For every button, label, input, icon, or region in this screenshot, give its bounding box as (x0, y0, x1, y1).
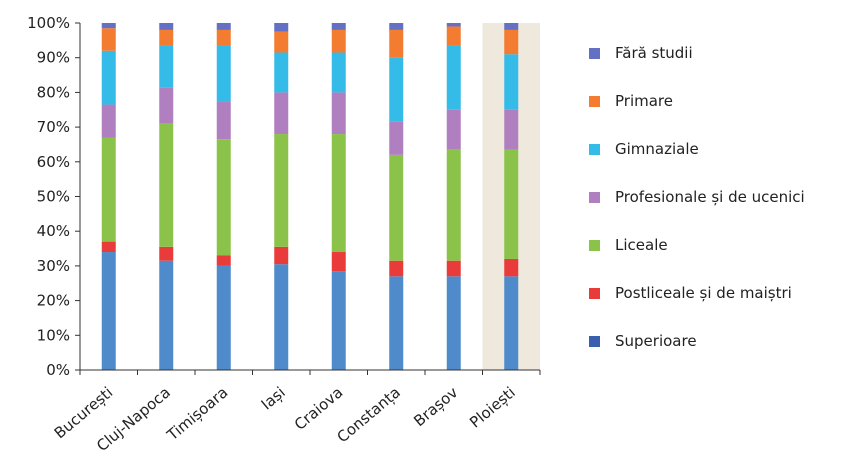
bar-segment (216, 45, 231, 102)
legend-swatch (589, 144, 600, 155)
bar-segment (101, 252, 116, 370)
bar-segment (446, 26, 461, 46)
bar-segment (216, 265, 231, 370)
bar-segment (331, 29, 346, 53)
bar-segment (159, 246, 174, 261)
x-tick-label: Ploiești (466, 383, 519, 431)
bar-segment (101, 23, 116, 29)
bar-segment (446, 23, 461, 27)
legend-label: Liceale (615, 236, 668, 254)
bar-segment (274, 92, 289, 135)
bar-segment (331, 134, 346, 253)
y-tick-label: 60% (37, 153, 70, 171)
legend-label: Gimnaziale (615, 140, 699, 158)
legend-swatch (589, 336, 600, 347)
y-tick-label: 30% (37, 257, 70, 275)
y-tick-label: 10% (37, 326, 70, 344)
bar-segment (101, 137, 116, 242)
bar-segment (101, 28, 116, 51)
bar-segment (504, 54, 519, 110)
bar-segment (446, 276, 461, 370)
x-tick-label: Brașov (410, 383, 461, 430)
y-tick-label: 50% (37, 188, 70, 206)
bar-segment (331, 271, 346, 370)
bar-segment (504, 276, 519, 370)
bar-segment (504, 258, 519, 277)
bar-segment (274, 52, 289, 93)
bar-segment (216, 23, 231, 30)
bar-segment (504, 109, 519, 150)
y-tick-label: 40% (37, 222, 70, 240)
bar-segment (331, 252, 346, 272)
y-tick-label: 90% (37, 49, 70, 67)
bar-segment (274, 134, 289, 247)
legend-label: Postliceale și de maiștri (615, 284, 792, 302)
bar-segment (274, 23, 289, 32)
bar-segment (389, 260, 404, 277)
legend-label: Superioare (615, 332, 697, 350)
bar-segment (389, 121, 404, 155)
bar-segment (504, 149, 519, 259)
bar-segment (504, 29, 519, 55)
legend-swatch (589, 192, 600, 203)
legend: Fără studii Primare Gimnaziale Profesionale… (589, 44, 805, 350)
legend-label: Primare (615, 92, 673, 110)
legend-swatch (589, 240, 600, 251)
bar-segment (159, 45, 174, 88)
bar-segment (331, 92, 346, 135)
bar-segment (101, 241, 116, 253)
bar-segment (446, 45, 461, 110)
bar-segment (216, 101, 231, 140)
y-tick-label: 100% (27, 14, 70, 32)
bar-segment (216, 255, 231, 266)
bar-segment (389, 57, 404, 122)
bar-segment (159, 23, 174, 30)
bar-segment (159, 87, 174, 124)
y-tick-label: 20% (37, 292, 70, 310)
x-tick-label: Iași (258, 383, 289, 413)
bars (101, 23, 519, 370)
bar-segment (274, 246, 289, 265)
bar-segment (446, 260, 461, 277)
bar-segment (159, 260, 174, 370)
bar-segment (446, 109, 461, 150)
legend-swatch (589, 48, 600, 59)
x-tick-label: Constanța (334, 383, 404, 446)
x-tick-label: Craiova (291, 383, 346, 434)
legend-label: Fără studii (615, 44, 693, 62)
bar-segment (389, 276, 404, 370)
bar-segment (331, 52, 346, 93)
bar-segment (216, 29, 231, 46)
y-tick-label: 80% (37, 83, 70, 101)
bar-segment (101, 104, 116, 138)
bar-segment (274, 264, 289, 370)
legend-label: Profesionale și de ucenici (615, 188, 805, 206)
bar-segment (101, 50, 116, 105)
bar-segment (216, 139, 231, 256)
bar-segment (274, 31, 289, 53)
y-tick-label: 0% (46, 361, 70, 379)
bar-segment (159, 123, 174, 247)
bar-segment (331, 23, 346, 30)
y-tick-label: 70% (37, 118, 70, 136)
bar-segment (159, 29, 174, 46)
bar-segment (504, 23, 519, 30)
legend-swatch (589, 288, 600, 299)
legend-swatch (589, 96, 600, 107)
bar-segment (389, 29, 404, 58)
x-tick-label: Timișoara (163, 383, 231, 444)
bar-segment (389, 154, 404, 261)
bar-segment (446, 149, 461, 261)
bar-segment (389, 23, 404, 30)
